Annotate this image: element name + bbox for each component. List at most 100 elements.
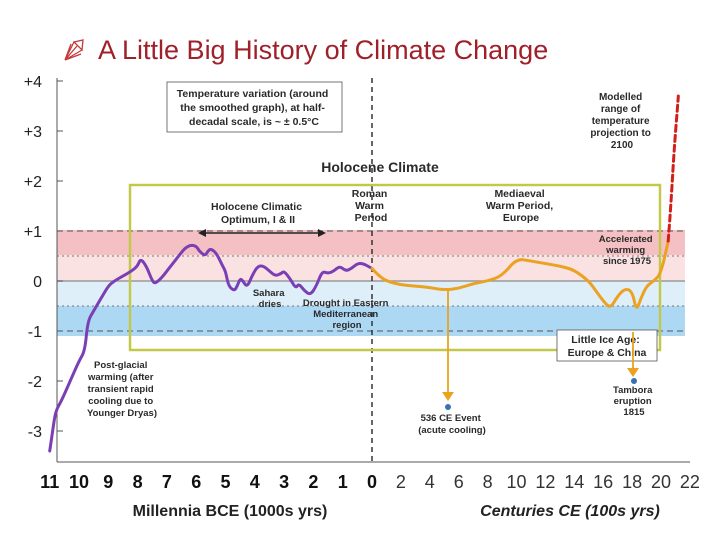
- modelled-line-4: projection to: [590, 128, 651, 139]
- mediaeval-line-1: Mediaeval: [494, 188, 544, 200]
- x-tick-label-ce: 20: [651, 472, 671, 492]
- x-tick-label-bce: 5: [220, 472, 230, 492]
- x-tick-label-ce: 12: [535, 472, 555, 492]
- y-tick-label: +2: [24, 174, 42, 191]
- temp-note-line-1: Temperature variation (around: [177, 88, 329, 100]
- x-tick-label-ce: 14: [564, 472, 584, 492]
- holocene-climate-chart: +4+3+2+10-1-2-3 11 10 9 8 7 6 5 4 3 2 1 0 2 4 6 8 10 12 14…: [24, 74, 700, 520]
- sahara-line-1: Sahara: [253, 288, 285, 299]
- event536-arrowhead: [442, 392, 454, 401]
- y-tick-label: +1: [24, 224, 42, 241]
- svg-text:Roman Warm Period: Roman Warm Period: [352, 188, 391, 224]
- svg-text:536 CE Event (acute cool: 536 CE Event (acute cooling): [418, 413, 486, 436]
- temp-note-line-3: decadal scale, is ~ ± 0.5°C: [189, 116, 319, 128]
- x-tick-label-bce: 6: [191, 472, 201, 492]
- x-tick-label-bce: 10: [69, 472, 89, 492]
- roman-line-3: Period: [355, 212, 388, 224]
- x-tick-label-bce: 0: [367, 472, 377, 492]
- accelerated-line-3: since 1975: [603, 256, 652, 267]
- x-tick-label-bce: 2: [308, 472, 318, 492]
- optimum-line-1: Holocene Climatic: [211, 201, 302, 213]
- slide-title: A Little Big History of Climate Change: [62, 30, 712, 70]
- slide-title-text: A Little Big History of Climate Change: [98, 34, 549, 65]
- x-tick-label-bce: 1: [338, 472, 348, 492]
- postglacial-line-2: warming (after: [87, 372, 154, 383]
- svg-text:Little Ice Age: Europe &: Little Ice Age: Europe & China: [568, 334, 647, 359]
- x-tick-label-bce: 7: [162, 472, 172, 492]
- temp-note-line-2: the smoothed graph), at half-: [180, 102, 325, 114]
- accelerated-line-1: Accelerated: [599, 234, 653, 245]
- drought-line-3: region: [332, 320, 361, 331]
- event536-line-2: (acute cooling): [418, 425, 486, 436]
- little-ice-age-line-1: Little Ice Age:: [571, 334, 639, 346]
- svg-text:Holocene Climatic Optimu: Holocene Climatic Optimum, I & II: [211, 201, 305, 226]
- x-axis-label-ce: Centuries CE (100s yrs): [480, 503, 660, 520]
- y-tick-label: -1: [28, 324, 42, 341]
- series-group: [48, 94, 680, 453]
- modelled-line-3: temperature: [592, 116, 650, 127]
- optimum-arrowhead-right: [318, 229, 326, 237]
- tambora-arrowhead: [627, 368, 639, 377]
- svg-text:Mediaeval Warm Period,: Mediaeval Warm Period, Europe: [486, 188, 556, 224]
- svg-text:Temperature variation (around: Temperature variation (around the smooth…: [177, 88, 331, 128]
- holocene-box: [128, 183, 662, 352]
- roman-line-1: Roman: [352, 188, 388, 200]
- postglacial-line-1: Post-glacial: [94, 360, 147, 371]
- svg-text:Drought in Eastern Medit: Drought in Eastern Mediterranean region: [303, 298, 391, 331]
- x-tick-label-ce: 22: [680, 472, 700, 492]
- y-tick-label: +4: [24, 74, 42, 91]
- chart-title: Holocene Climate: [321, 159, 439, 175]
- x-ticks: 11 10 9 8 7 6 5 4 3 2 1 0 2 4 6 8 10 12 14 16 18 20 22: [40, 472, 700, 492]
- tambora-line-1: Tambora: [613, 385, 653, 396]
- tambora-line-3: 1815: [623, 407, 645, 418]
- ce-series-line: [370, 239, 670, 309]
- x-tick-label-ce: 10: [506, 472, 526, 492]
- postglacial-line-3: transient rapid: [88, 384, 154, 395]
- x-tick-label-ce: 6: [454, 472, 464, 492]
- little-ice-age-line-2: Europe & China: [568, 347, 647, 359]
- y-tick-label: -2: [28, 374, 42, 391]
- x-tick-label-ce: 2: [396, 472, 406, 492]
- modelled-line-2: range of: [601, 104, 641, 115]
- postglacial-line-5: Younger Dryas): [87, 408, 157, 419]
- svg-text:Modelled range of: Modelled range of temperature projection…: [590, 92, 653, 151]
- x-tick-label-bce: 11: [40, 472, 59, 492]
- tambora-line-2: eruption: [614, 396, 652, 407]
- svg-text:Tambora eruption 1: Tambora eruption 1815: [613, 385, 655, 418]
- event536-line-1: 536 CE Event: [421, 413, 482, 424]
- mediaeval-line-3: Europe: [503, 212, 539, 224]
- x-tick-label-bce: 8: [133, 472, 143, 492]
- drought-line-1: Drought in Eastern: [303, 298, 389, 309]
- y-tick-label: +3: [24, 124, 42, 141]
- y-tick-label: -3: [28, 424, 42, 441]
- tambora-marker: [631, 378, 637, 384]
- postglacial-line-4: cooling due to: [88, 396, 153, 407]
- optimum-line-2: Optimum, I & II: [221, 214, 295, 226]
- roman-line-2: Warm: [355, 200, 384, 212]
- x-tick-label-ce: 18: [622, 472, 642, 492]
- cool-band-fade: [57, 281, 685, 306]
- modelled-line-1: Modelled: [599, 92, 642, 103]
- x-tick-label-ce: 8: [483, 472, 493, 492]
- x-tick-label-ce: 16: [593, 472, 613, 492]
- sahara-line-2: dries: [259, 299, 282, 310]
- x-tick-label-bce: 4: [250, 472, 260, 492]
- modelled-line-5: 2100: [611, 140, 634, 151]
- projection-line: [666, 94, 680, 243]
- annotations: Temperature variation (around the smooth…: [87, 81, 658, 436]
- svg-text:Post-glacial warming (af: Post-glacial warming (after transient ra…: [87, 360, 157, 419]
- little-ice-age-box: [556, 329, 658, 362]
- accelerated-line-2: warming: [605, 245, 645, 256]
- y-ticks: +4 +3 +2 +1 0 -1 -2 -3: [24, 74, 63, 441]
- svg-text:Accelerated warming: Accelerated warming since 1975: [599, 234, 656, 267]
- svg-text:Sahara dries: Sahara dries: [253, 288, 287, 310]
- event536-marker: [445, 404, 451, 410]
- optimum-arrowhead-left: [198, 229, 206, 237]
- x-tick-label-ce: 4: [425, 472, 435, 492]
- y-tick-label: 0: [33, 274, 42, 291]
- x-axis-label-bce: Millennia BCE (1000s yrs): [133, 503, 328, 520]
- pen-nib-icon: [64, 39, 84, 61]
- mediaeval-line-2: Warm Period,: [486, 200, 553, 212]
- x-tick-label-bce: 9: [103, 472, 113, 492]
- bce-series-line: [48, 243, 374, 453]
